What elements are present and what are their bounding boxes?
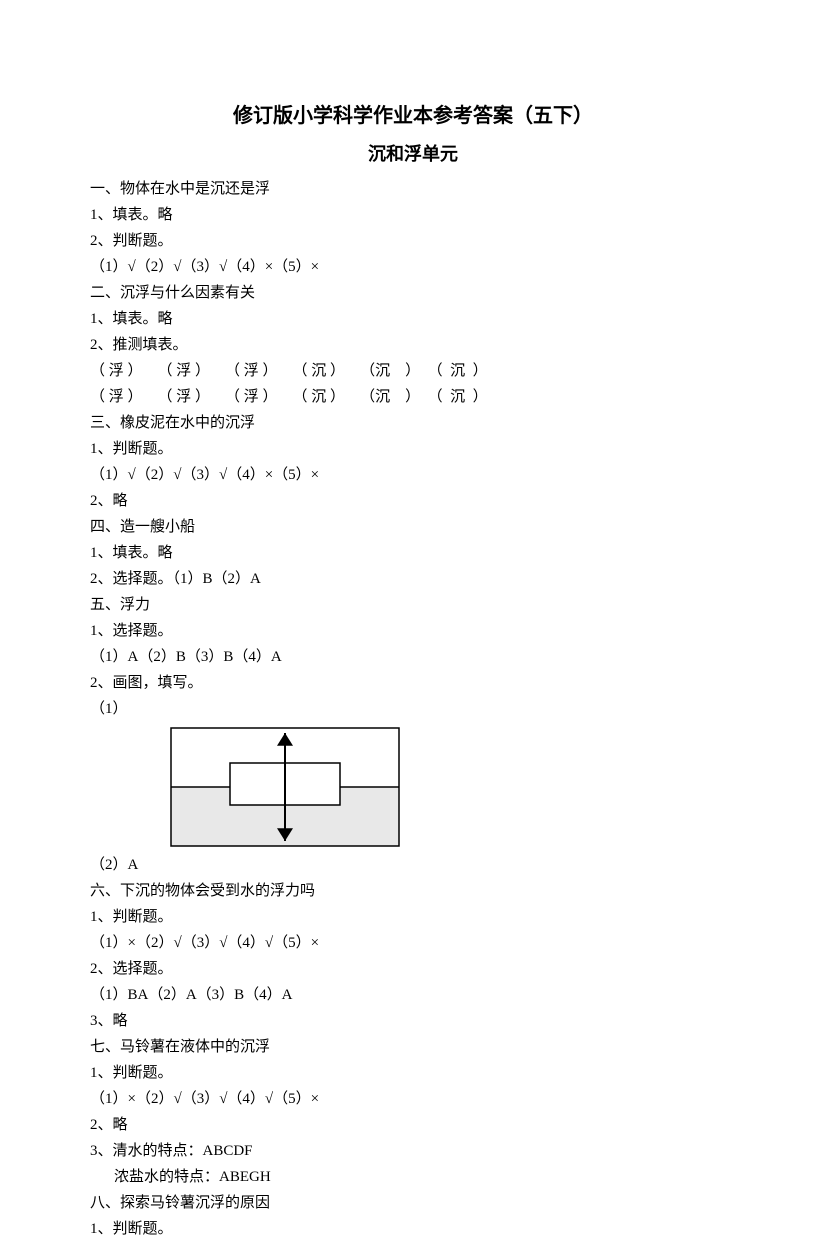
text-line: 1、选择题。 (90, 619, 736, 643)
buoyancy-diagram (170, 727, 400, 847)
section-8-heading: 八、探索马铃薯沉浮的原因 (90, 1191, 736, 1215)
text-line: 2、判断题。 (90, 229, 736, 253)
section-4-heading: 四、造一艘小船 (90, 515, 736, 539)
fill-table-row-2: （ 浮 ） （ 浮 ） （ 浮 ） （ 沉 ） （沉 ） （ 沉 ） (90, 385, 736, 409)
answer-line: （1）×（2）√（3）√（4）√（5）× (90, 1087, 736, 1111)
text-line: 2、选择题。 (90, 957, 736, 981)
text-line: 1、填表。略 (90, 541, 736, 565)
cell: （ 浮 ） (158, 359, 211, 383)
text-line: 1、判断题。 (90, 1061, 736, 1085)
cell: （沉 ） (360, 359, 420, 383)
text-line: 1、填表。略 (90, 307, 736, 331)
answer-line: （1）BA（2）A（3）B（4）A (90, 983, 736, 1007)
cell: （ 浮 ） (90, 385, 143, 409)
text-line: 1、判断题。 (90, 437, 736, 461)
text-line: 3、略 (90, 1009, 736, 1033)
text-line: 浓盐水的特点：ABEGH (90, 1165, 736, 1189)
title-sub: 沉和浮单元 (90, 140, 736, 169)
cell: （ 浮 ） (90, 359, 143, 383)
text-line: 1、判断题。 (90, 905, 736, 929)
title-main: 修订版小学科学作业本参考答案（五下） (90, 100, 736, 132)
cell: （ 浮 ） (225, 385, 278, 409)
answer-line: （1）A（2）B（3）B（4）A (90, 645, 736, 669)
text-line: （2）A (90, 853, 736, 877)
text-line: 1、填表。略 (90, 203, 736, 227)
text-line: （1） (90, 697, 736, 721)
fill-table-row-1: （ 浮 ） （ 浮 ） （ 浮 ） （ 沉 ） （沉 ） （ 沉 ） (90, 359, 736, 383)
text-line: 2、选择题。（1）B（2）A (90, 567, 736, 591)
cell: （ 沉 ） (428, 385, 488, 409)
cell: （ 浮 ） (158, 385, 211, 409)
cell: （ 沉 ） (293, 359, 346, 383)
text-line: 3、清水的特点：ABCDF (90, 1139, 736, 1163)
section-2-heading: 二、沉浮与什么因素有关 (90, 281, 736, 305)
text-line: 2、推测填表。 (90, 333, 736, 357)
answer-line: （1）√（2）√（3）√（4）×（5）× (90, 463, 736, 487)
section-5-heading: 五、浮力 (90, 593, 736, 617)
text-line: 2、略 (90, 1113, 736, 1137)
cell: （ 浮 ） (225, 359, 278, 383)
section-6-heading: 六、下沉的物体会受到水的浮力吗 (90, 879, 736, 903)
section-1-heading: 一、物体在水中是沉还是浮 (90, 177, 736, 201)
cell: （ 沉 ） (428, 359, 488, 383)
section-7-heading: 七、马铃薯在液体中的沉浮 (90, 1035, 736, 1059)
section-3-heading: 三、橡皮泥在水中的沉浮 (90, 411, 736, 435)
answer-line: （1）√（2）√（3）√（4）×（5）× (90, 255, 736, 279)
cell: （ 沉 ） (293, 385, 346, 409)
text-line: 1、判断题。 (90, 1217, 736, 1241)
text-line: 2、画图，填写。 (90, 671, 736, 695)
text-line: 2、略 (90, 489, 736, 513)
answer-line: （1）×（2）√（3）√（4）√（5）× (90, 931, 736, 955)
cell: （沉 ） (360, 385, 420, 409)
